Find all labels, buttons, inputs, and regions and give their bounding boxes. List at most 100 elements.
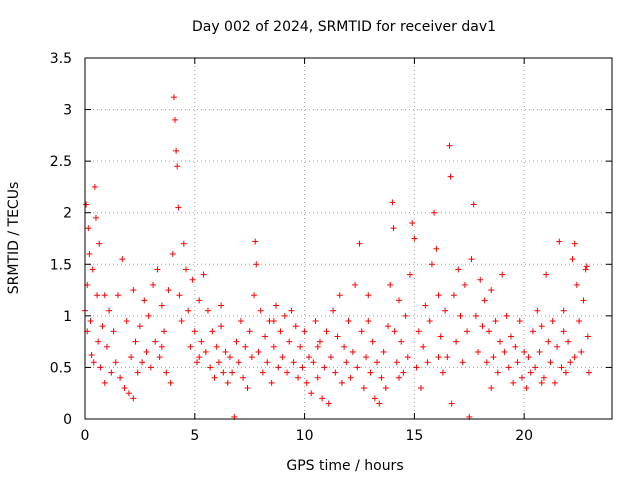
data-point [470, 201, 477, 208]
data-point [529, 328, 536, 335]
data-point [218, 323, 225, 330]
data-point [305, 354, 312, 361]
data-point [433, 245, 440, 252]
data-point [158, 302, 165, 309]
data-point [415, 328, 422, 335]
data-point [147, 364, 154, 371]
data-point [86, 250, 93, 257]
data-point [448, 400, 455, 407]
data-point [257, 307, 264, 314]
data-point [174, 163, 181, 170]
y-tick-label: 0.5 [50, 360, 72, 376]
data-point [193, 359, 200, 366]
grid-lines [85, 58, 612, 419]
data-point [396, 374, 403, 381]
data-point [139, 359, 146, 366]
data-point [202, 348, 209, 355]
data-point [119, 256, 126, 263]
data-point [390, 225, 397, 232]
data-point [222, 348, 229, 355]
data-point [167, 379, 174, 386]
data-point [573, 281, 580, 288]
data-point [89, 266, 96, 273]
data-point [447, 173, 454, 180]
data-point [299, 364, 306, 371]
data-point [503, 312, 510, 319]
data-point [497, 338, 504, 345]
data-point [475, 348, 482, 355]
data-point [417, 385, 424, 392]
data-point [505, 364, 512, 371]
data-point [290, 359, 297, 366]
data-point [264, 359, 271, 366]
data-point [156, 354, 163, 361]
data-point [549, 318, 556, 325]
data-point [413, 364, 420, 371]
data-point [540, 374, 547, 381]
data-point [330, 307, 337, 314]
data-point [510, 379, 517, 386]
data-point [532, 364, 539, 371]
data-point [132, 338, 139, 345]
data-point [450, 292, 457, 299]
data-point [158, 343, 165, 350]
data-point [426, 318, 433, 325]
data-point [494, 369, 501, 376]
data-point [446, 142, 453, 149]
data-point [83, 201, 90, 208]
data-point [99, 323, 106, 330]
data-point [175, 204, 182, 211]
data-point [237, 318, 244, 325]
data-point [106, 307, 113, 314]
y-tick-label: 0 [63, 412, 72, 428]
data-point [371, 395, 378, 402]
data-point [248, 354, 255, 361]
data-point [224, 379, 231, 386]
data-point [551, 379, 558, 386]
data-point [316, 338, 323, 345]
data-point [97, 364, 104, 371]
data-point [152, 338, 159, 345]
data-point [356, 240, 363, 247]
y-tick-label: 3 [63, 103, 72, 119]
data-point [560, 328, 567, 335]
data-point [170, 94, 177, 101]
data-point [211, 374, 218, 381]
data-point [246, 328, 253, 335]
data-point [527, 369, 534, 376]
data-point [428, 261, 435, 268]
data-point [556, 238, 563, 245]
data-point [172, 116, 179, 123]
data-point [136, 323, 143, 330]
data-point [332, 369, 339, 376]
data-point [121, 385, 128, 392]
data-point [209, 328, 216, 335]
data-point [128, 354, 135, 361]
data-point [334, 333, 341, 340]
data-point [294, 374, 301, 381]
data-point [389, 199, 396, 206]
data-point [543, 271, 550, 278]
data-point [325, 400, 332, 407]
data-point [560, 307, 567, 314]
data-point [459, 359, 466, 366]
data-point [183, 266, 190, 273]
data-point [281, 312, 288, 319]
data-point [110, 328, 117, 335]
data-point [396, 297, 403, 304]
data-point [378, 374, 385, 381]
data-point [576, 318, 583, 325]
data-point [580, 297, 587, 304]
data-point [297, 343, 304, 350]
y-tick-label: 1.5 [50, 257, 72, 273]
data-point [259, 369, 266, 376]
data-point [273, 302, 280, 309]
data-point [189, 276, 196, 283]
data-point [481, 297, 488, 304]
data-point [235, 359, 242, 366]
data-point [134, 369, 141, 376]
data-point [411, 235, 418, 242]
data-point [512, 343, 519, 350]
data-point [345, 318, 352, 325]
data-point [585, 369, 592, 376]
